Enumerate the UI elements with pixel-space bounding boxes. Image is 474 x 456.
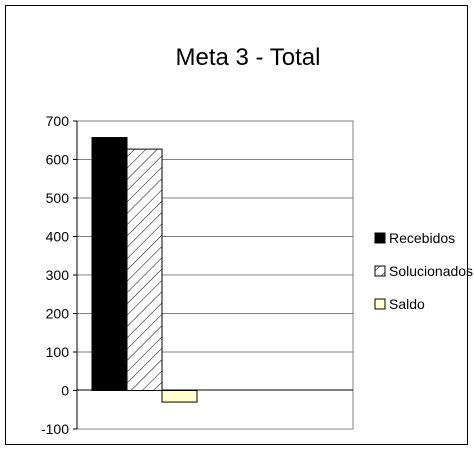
y-tick-label: 100 (46, 344, 70, 360)
legend-swatch-solucionados (374, 265, 386, 277)
y-tick-label: 500 (46, 190, 70, 206)
plot-area: 700 600 500 400 300 200 100 0 -100 (41, 113, 354, 437)
chart-title: Meta 3 - Total (176, 44, 321, 71)
y-tick-label: 700 (46, 113, 70, 129)
legend-swatch-saldo (374, 298, 386, 310)
bar-recebidos (91, 137, 128, 391)
chart-svg: Meta 3 - Total 700 600 500 400 300 200 100 0 -10… (41, 44, 473, 437)
bars-group (91, 137, 198, 403)
legend-swatch-recebidos (374, 232, 386, 244)
legend-label-saldo: Saldo (389, 296, 425, 312)
y-tick-label: 200 (46, 306, 70, 322)
legend-label-recebidos: Recebidos (389, 230, 455, 246)
legend-label-solucionados: Solucionados (389, 263, 473, 279)
chart-frame: Meta 3 - Total 700 600 500 400 300 200 100 0 -10… (5, 5, 473, 445)
y-tick-label: 600 (46, 152, 70, 168)
bar-solucionados (126, 148, 163, 391)
legend: Recebidos Solucionados Saldo (374, 230, 473, 312)
y-tick-label: 300 (46, 267, 70, 283)
y-tick-label: -100 (41, 421, 69, 437)
y-tick-label: 400 (46, 229, 70, 245)
y-tick-label: 0 (61, 383, 69, 399)
bar-saldo (161, 390, 198, 403)
y-ticks-group: 700 600 500 400 300 200 100 0 -100 (41, 113, 77, 437)
